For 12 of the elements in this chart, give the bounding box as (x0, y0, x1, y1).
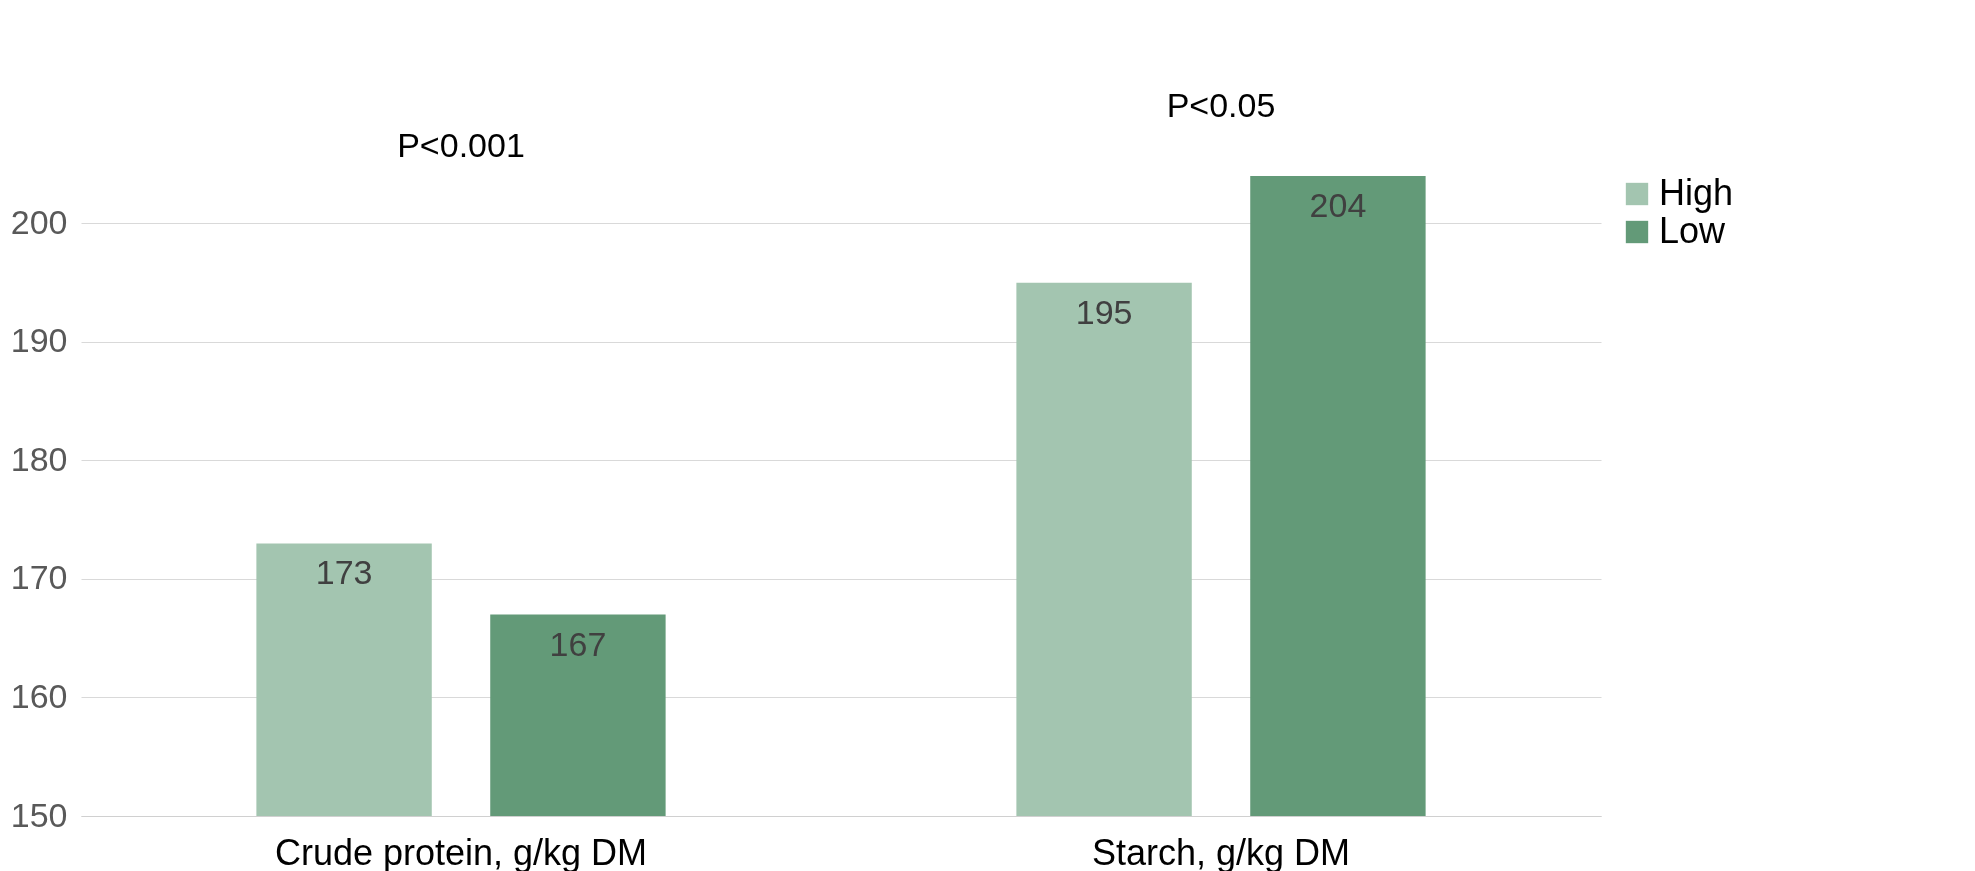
text: P<0.05 (1166, 86, 1276, 124)
y-tick-label: 150 (10, 795, 68, 834)
y-tick-label: 190 (10, 321, 68, 360)
data-label: 195 (1075, 292, 1133, 331)
y-tick-label: 170 (10, 558, 68, 597)
text: P<0.001 (397, 126, 525, 164)
y-tick-label: 200 (10, 202, 68, 241)
data-label: 167 (549, 624, 607, 663)
y-tick-label: 160 (10, 676, 68, 715)
data-label: 173 (315, 553, 373, 592)
y-tick-label: 180 (10, 439, 68, 478)
data-label: 204 (1309, 186, 1367, 224)
